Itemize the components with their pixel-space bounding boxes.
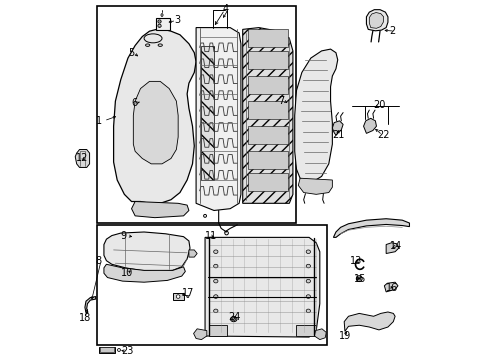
Ellipse shape bbox=[224, 231, 228, 235]
Bar bbox=[100, 347, 113, 352]
Text: 23: 23 bbox=[121, 346, 133, 356]
Polygon shape bbox=[204, 237, 319, 337]
Text: 3: 3 bbox=[174, 15, 181, 26]
Ellipse shape bbox=[213, 250, 218, 253]
Text: 13: 13 bbox=[349, 256, 362, 266]
Text: 17: 17 bbox=[182, 288, 194, 298]
Polygon shape bbox=[85, 297, 96, 313]
Ellipse shape bbox=[305, 264, 310, 268]
Polygon shape bbox=[131, 202, 188, 218]
Ellipse shape bbox=[357, 277, 360, 280]
Text: 6: 6 bbox=[131, 98, 138, 108]
Polygon shape bbox=[294, 49, 337, 182]
Ellipse shape bbox=[117, 348, 120, 351]
Polygon shape bbox=[384, 282, 397, 292]
Ellipse shape bbox=[213, 309, 218, 313]
Bar bbox=[208, 325, 226, 336]
Ellipse shape bbox=[305, 295, 310, 298]
Polygon shape bbox=[196, 28, 241, 211]
Ellipse shape bbox=[231, 318, 235, 320]
Ellipse shape bbox=[213, 295, 218, 298]
Text: 16: 16 bbox=[386, 283, 398, 293]
Polygon shape bbox=[242, 28, 292, 203]
Ellipse shape bbox=[158, 24, 161, 27]
Polygon shape bbox=[188, 250, 197, 257]
Polygon shape bbox=[193, 329, 206, 339]
Text: 15: 15 bbox=[353, 274, 366, 284]
Bar bbox=[99, 347, 115, 353]
Ellipse shape bbox=[203, 215, 206, 217]
Text: 14: 14 bbox=[389, 241, 401, 251]
Ellipse shape bbox=[158, 20, 161, 23]
Polygon shape bbox=[104, 232, 190, 271]
Ellipse shape bbox=[176, 295, 180, 298]
Bar bbox=[247, 151, 287, 169]
Bar bbox=[247, 51, 287, 69]
Polygon shape bbox=[75, 149, 89, 167]
Ellipse shape bbox=[305, 250, 310, 253]
Ellipse shape bbox=[305, 309, 310, 313]
Polygon shape bbox=[363, 118, 376, 134]
Polygon shape bbox=[368, 13, 383, 28]
Ellipse shape bbox=[356, 276, 362, 282]
Polygon shape bbox=[133, 81, 178, 164]
Bar bbox=[155, 18, 169, 30]
Polygon shape bbox=[386, 243, 398, 253]
Ellipse shape bbox=[213, 264, 218, 268]
Text: 11: 11 bbox=[204, 231, 217, 240]
Bar bbox=[201, 45, 214, 180]
Polygon shape bbox=[332, 121, 343, 135]
Text: 7: 7 bbox=[278, 96, 284, 106]
Text: 2: 2 bbox=[389, 26, 395, 36]
Polygon shape bbox=[314, 329, 325, 339]
Text: 24: 24 bbox=[228, 312, 240, 322]
Polygon shape bbox=[366, 10, 387, 31]
Polygon shape bbox=[104, 264, 185, 282]
Text: 10: 10 bbox=[121, 268, 133, 278]
Text: 4: 4 bbox=[223, 4, 229, 14]
Polygon shape bbox=[113, 30, 196, 203]
Bar bbox=[247, 76, 287, 94]
Bar bbox=[97, 6, 296, 223]
Polygon shape bbox=[298, 178, 332, 194]
Polygon shape bbox=[344, 312, 394, 331]
Text: 22: 22 bbox=[376, 130, 389, 140]
Ellipse shape bbox=[186, 296, 188, 298]
Bar bbox=[247, 173, 287, 191]
Text: 8: 8 bbox=[96, 256, 102, 266]
Ellipse shape bbox=[158, 44, 162, 46]
Ellipse shape bbox=[230, 317, 237, 321]
Text: 12: 12 bbox=[76, 153, 88, 163]
Text: 21: 21 bbox=[332, 130, 344, 140]
Ellipse shape bbox=[161, 14, 163, 17]
Text: 19: 19 bbox=[338, 331, 350, 341]
Bar bbox=[172, 293, 183, 300]
Text: 1: 1 bbox=[96, 116, 102, 126]
Ellipse shape bbox=[145, 44, 149, 46]
Ellipse shape bbox=[305, 279, 310, 283]
Bar bbox=[247, 30, 287, 47]
Ellipse shape bbox=[144, 34, 162, 43]
Ellipse shape bbox=[213, 279, 218, 283]
Text: 18: 18 bbox=[79, 313, 91, 323]
Bar bbox=[97, 225, 326, 345]
Bar bbox=[296, 325, 315, 336]
Text: 20: 20 bbox=[373, 100, 385, 110]
Text: 5: 5 bbox=[128, 48, 134, 58]
Polygon shape bbox=[333, 219, 408, 237]
Bar bbox=[247, 101, 287, 119]
Text: 9: 9 bbox=[121, 231, 127, 240]
Bar bbox=[247, 126, 287, 144]
